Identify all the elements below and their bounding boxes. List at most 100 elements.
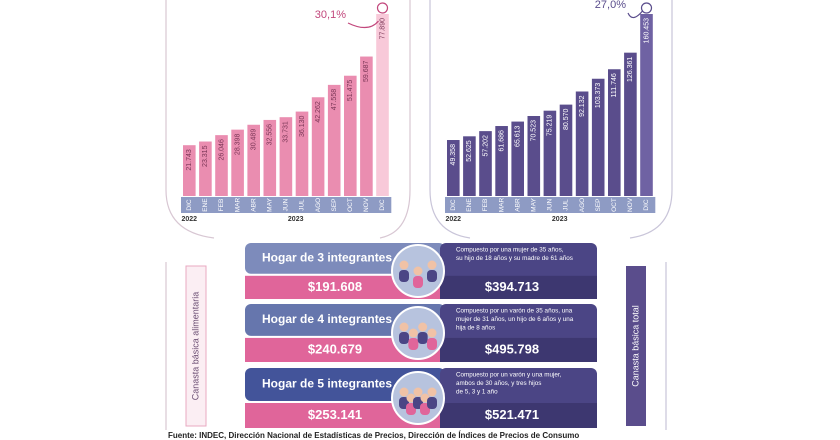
x-tick-label: MAR bbox=[234, 197, 241, 212]
bar bbox=[295, 111, 309, 196]
category-strip bbox=[445, 197, 656, 213]
family-icon-head bbox=[418, 322, 428, 332]
x-tick-label: FEB bbox=[218, 199, 225, 212]
family-icon-head bbox=[427, 387, 437, 397]
value-label: 65.613 bbox=[515, 125, 522, 147]
x-tick-label: NOV bbox=[627, 197, 634, 212]
annotation-loop bbox=[376, 2, 389, 14]
bar bbox=[447, 140, 460, 196]
value-label: 103.373 bbox=[595, 83, 602, 108]
bar bbox=[640, 14, 653, 196]
bar bbox=[231, 129, 244, 196]
value-label: 61.686 bbox=[498, 130, 505, 152]
outline bbox=[379, 0, 411, 239]
value-label: 92.132 bbox=[579, 95, 586, 117]
value-label: 160.453 bbox=[643, 18, 650, 43]
bar bbox=[311, 97, 325, 196]
x-tick-label: ABR bbox=[514, 198, 521, 212]
bar bbox=[543, 110, 557, 196]
value-label: 75.219 bbox=[547, 115, 554, 137]
card-right-bottom bbox=[440, 403, 597, 428]
bar bbox=[183, 145, 196, 196]
family-icon-body bbox=[427, 270, 437, 282]
cbt-value: $394.713 bbox=[485, 279, 539, 294]
bar bbox=[376, 14, 389, 196]
x-tick-label: MAY bbox=[531, 198, 538, 212]
value-label: 51.475 bbox=[347, 80, 354, 102]
x-tick-label: DIC bbox=[643, 199, 650, 211]
value-label: 59.687 bbox=[363, 60, 370, 82]
family-icon-body bbox=[417, 332, 428, 344]
cbt-value: $521.471 bbox=[485, 407, 539, 422]
annotation: 27,0% bbox=[595, 0, 626, 11]
bar bbox=[624, 52, 637, 196]
x-group-label: 2022 bbox=[446, 216, 462, 223]
x-tick-label: AGO bbox=[579, 198, 586, 212]
bar bbox=[511, 121, 524, 196]
bar bbox=[575, 91, 589, 196]
bar bbox=[327, 84, 341, 196]
x-group-label: 2023 bbox=[552, 216, 568, 223]
value-label: 23.315 bbox=[202, 145, 209, 167]
card-description: Compuesto por un varón de 35 años, una bbox=[456, 308, 573, 315]
family-icon-body bbox=[399, 332, 409, 344]
annotation-arrow bbox=[347, 20, 379, 29]
x-tick-label: DIC bbox=[379, 199, 386, 211]
bar bbox=[360, 56, 373, 197]
family-icon-body bbox=[427, 338, 437, 350]
value-label: 47.558 bbox=[331, 89, 338, 111]
cba-value: $240.679 bbox=[308, 341, 362, 356]
side-box bbox=[185, 265, 207, 427]
x-tick-label: FEB bbox=[482, 199, 489, 212]
side-label: Canasta básica total bbox=[630, 305, 640, 387]
card-description: ambos de 30 años, y tres hijos bbox=[456, 380, 541, 387]
category-strip bbox=[181, 197, 392, 213]
family-icon-head bbox=[399, 387, 409, 397]
x-tick-label: NOV bbox=[363, 197, 370, 212]
x-tick-label: DIC bbox=[450, 199, 457, 211]
family-icon-body bbox=[408, 338, 419, 350]
x-tick-label: JUL bbox=[563, 199, 570, 211]
bar bbox=[344, 75, 357, 196]
x-group-label: 2023 bbox=[288, 216, 304, 223]
side-label: Canasta básica alimentaria bbox=[190, 292, 200, 401]
family-icon-head bbox=[413, 266, 423, 276]
x-tick-label: JUN bbox=[547, 198, 554, 211]
card-description: mujer de 31 años, un hijo de 6 años y un… bbox=[456, 316, 574, 323]
bar bbox=[199, 141, 212, 196]
family-icon-body bbox=[413, 276, 423, 288]
value-label: 70.523 bbox=[531, 120, 538, 142]
card-title: Hogar de 3 integrantes bbox=[262, 251, 392, 265]
card-description: Compuesto por un varón y una mujer, bbox=[456, 372, 562, 379]
bar bbox=[479, 131, 492, 196]
cbt-value: $495.798 bbox=[485, 341, 539, 356]
outline bbox=[629, 0, 673, 239]
value-label: 42.262 bbox=[315, 101, 322, 123]
value-label: 126.361 bbox=[627, 57, 634, 82]
x-tick-label: JUN bbox=[283, 198, 290, 211]
bar bbox=[495, 126, 508, 196]
x-tick-label: OCT bbox=[347, 198, 354, 212]
family-icon-head bbox=[427, 260, 437, 270]
family-icon-body bbox=[427, 397, 437, 409]
x-tick-label: DIC bbox=[186, 199, 193, 211]
card-title: Hogar de 4 integrantes bbox=[262, 312, 392, 326]
bar bbox=[215, 135, 228, 196]
value-label: 80.570 bbox=[563, 109, 570, 131]
value-label: 28.398 bbox=[234, 134, 241, 156]
bar bbox=[247, 124, 260, 196]
family-icon-body bbox=[399, 270, 409, 282]
value-label: 36.130 bbox=[299, 115, 306, 137]
bar bbox=[591, 78, 605, 196]
annotation: 30,1% bbox=[315, 9, 346, 21]
card-description: hija de 8 años bbox=[456, 325, 495, 332]
outline bbox=[165, 0, 215, 239]
bar bbox=[263, 119, 277, 196]
card-right-bottom bbox=[440, 337, 597, 362]
family-icon-head bbox=[399, 260, 409, 270]
source: Fuente: INDEC, Dirección Nacional de Est… bbox=[168, 431, 579, 440]
family-icon-head bbox=[408, 328, 418, 338]
value-label: 26.046 bbox=[218, 139, 225, 161]
family-icon-head bbox=[413, 387, 423, 397]
